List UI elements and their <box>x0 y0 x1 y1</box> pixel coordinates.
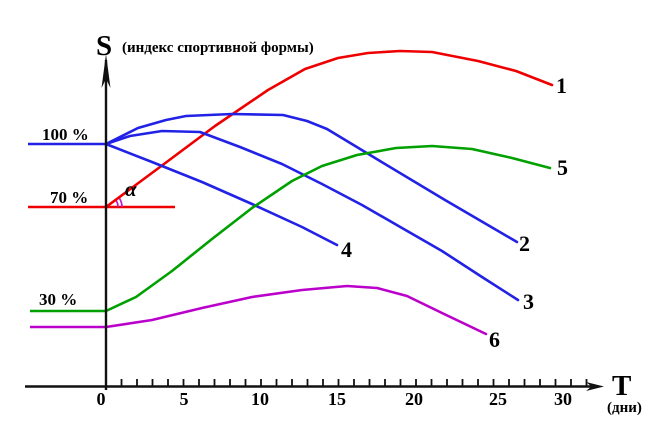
x-axis-arrow <box>586 382 604 391</box>
ref-label-30: 30 % <box>39 290 78 309</box>
alpha-label: α <box>125 177 137 201</box>
y-axis-subtitle: (индекс спортивной формы) <box>122 40 314 56</box>
x-tick-label-0: 0 <box>96 389 106 409</box>
x-tick-label-30: 30 <box>554 389 572 409</box>
x-tick-label-5: 5 <box>179 389 189 409</box>
x-axis-unit: (дни) <box>607 400 642 416</box>
curve-4 <box>104 142 339 247</box>
curve-5 <box>104 144 552 313</box>
angle-arc-2 <box>118 196 123 208</box>
curve-label-3: 3 <box>523 289 534 314</box>
ref-label-100: 100 % <box>42 125 89 144</box>
x-tick-label-20: 20 <box>405 389 423 409</box>
curve-2 <box>104 112 519 244</box>
curve-label-4: 4 <box>341 237 352 262</box>
ref-label-70: 70 % <box>50 188 89 207</box>
x-tick-label-25: 25 <box>489 389 507 409</box>
curve-6 <box>104 284 488 336</box>
x-tick-label-15: 15 <box>328 389 346 409</box>
y-axis-title: S <box>96 30 113 62</box>
curve-label-2: 2 <box>519 231 530 256</box>
curve-label-1: 1 <box>556 73 567 98</box>
curve-label-6: 6 <box>489 327 500 352</box>
curve-3 <box>104 129 520 302</box>
x-axis-title: T <box>612 370 632 402</box>
y-axis-arrow <box>101 54 111 88</box>
x-tick-label-10: 10 <box>251 389 269 409</box>
curve-label-5: 5 <box>557 155 568 180</box>
